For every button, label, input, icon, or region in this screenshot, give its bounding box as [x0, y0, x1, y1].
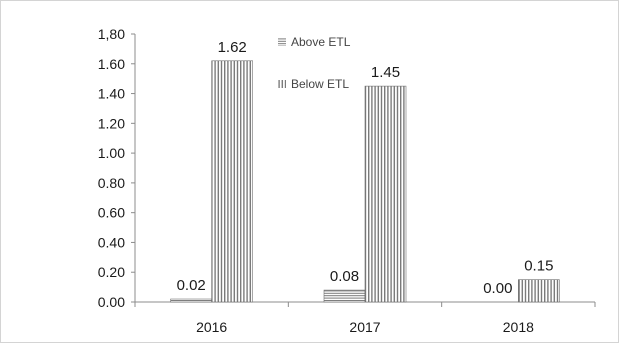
- y-tick-label: 1,80: [98, 26, 125, 42]
- x-axis-ticks: 2016 2017 2018: [134, 302, 596, 335]
- y-tick-label: 1.60: [98, 56, 125, 72]
- legend-swatch: [278, 80, 286, 88]
- x-tick-label: 2018: [503, 319, 534, 335]
- bar-above-etl-2017: [323, 289, 366, 303]
- x-tick-label: 2016: [196, 319, 227, 335]
- bar-below-etl-2016: [211, 60, 253, 303]
- data-label: 0.00: [483, 280, 512, 297]
- y-tick-label: 0.20: [98, 264, 125, 280]
- y-tick-label: 0.60: [98, 205, 125, 221]
- data-label: 1.62: [218, 39, 247, 56]
- x-tick-label: 2017: [349, 319, 380, 335]
- bar-above-etl-2016: [170, 298, 212, 303]
- bar-below-etl-2017: [364, 85, 407, 303]
- data-label: 0.02: [177, 277, 206, 294]
- legend-swatch: [278, 38, 286, 46]
- y-tick-label: 0.40: [98, 234, 125, 250]
- y-tick-label: 1.00: [98, 145, 125, 161]
- legend-label: Below ETL: [291, 77, 349, 91]
- legend-label: Above ETL: [291, 35, 351, 49]
- bar-below-etl-2018: [518, 279, 560, 303]
- data-labels: 0.02 1.62 0.08 1.45 0.00 0.15: [177, 39, 554, 297]
- y-axis-ticks: 0.00 0.20 0.40 0.60 0.80 1.00 1.20 1.40 1.60 1,80: [98, 26, 135, 310]
- legend: Above ETL Below ETL: [278, 35, 351, 91]
- y-tick-label: 0.80: [98, 175, 125, 191]
- bars: [170, 60, 560, 303]
- data-label: 0.08: [330, 268, 359, 285]
- data-label: 1.45: [371, 64, 400, 81]
- data-label: 0.15: [524, 258, 553, 275]
- y-tick-label: 0.00: [98, 294, 125, 310]
- y-tick-label: 1.20: [98, 115, 125, 131]
- y-tick-label: 1.40: [98, 86, 125, 102]
